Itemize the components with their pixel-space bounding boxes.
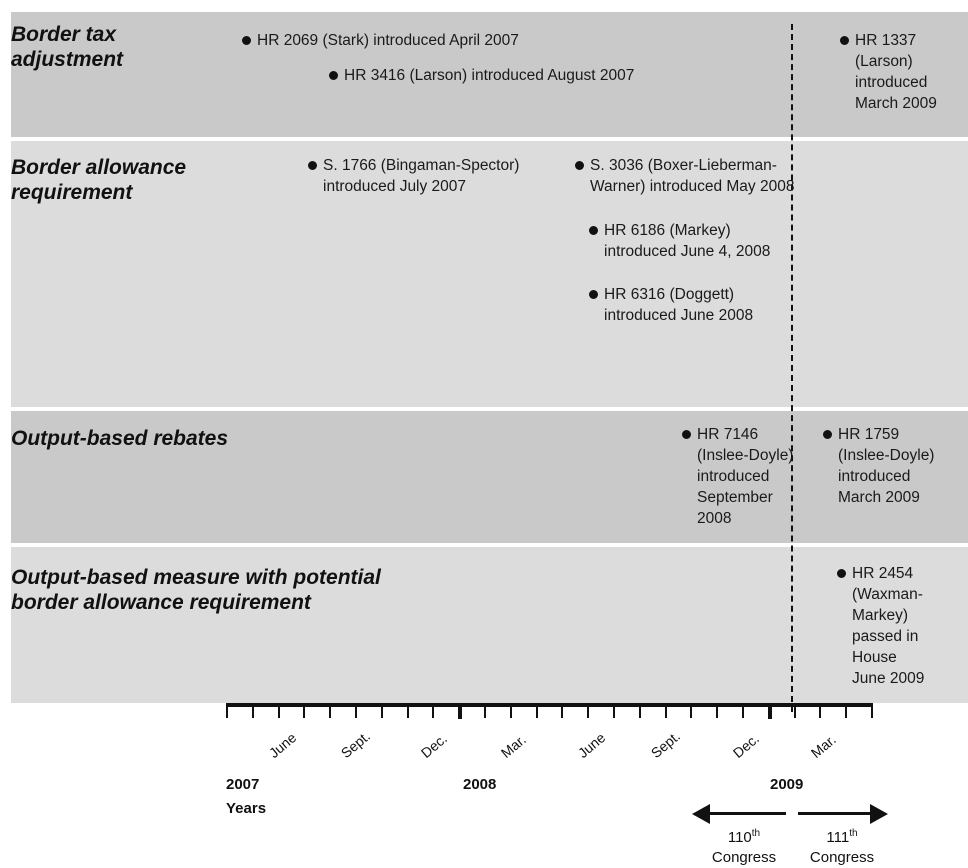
event-hr-6316: HR 6316 (Doggett) introduced June 2008: [588, 286, 754, 324]
month-label: Mar.: [807, 731, 839, 761]
month-label: June: [265, 729, 300, 761]
month-tick: [613, 703, 615, 718]
month-label: June: [574, 729, 609, 761]
month-tick: [484, 703, 486, 718]
band-title-output-based-rebates: Output-based rebates: [11, 427, 229, 450]
month-label: Dec.: [417, 730, 451, 761]
month-tick: [819, 703, 821, 718]
month-tick: [432, 703, 434, 718]
month-tick: [536, 703, 538, 718]
congress-divider-line: [791, 24, 793, 712]
event-s-3036: S. 3036 (Boxer-Lieberman- Warner) introd…: [574, 157, 795, 195]
month-label: Sept.: [337, 727, 374, 761]
arrow-left-icon: [692, 804, 710, 824]
month-tick: [716, 703, 718, 718]
band-title-output-based-measure: Output-based measure with potential bord…: [11, 566, 381, 614]
month-label: Dec.: [729, 730, 763, 761]
month-tick: [329, 703, 331, 718]
event-s-1766: S. 1766 (Bingaman-Spector) introduced Ju…: [307, 157, 520, 195]
congress-110-word: Congress: [711, 849, 777, 866]
congress-110-number: 110: [727, 829, 752, 846]
month-tick: [510, 703, 512, 718]
month-tick: [587, 703, 589, 718]
year-label: 2008: [463, 776, 497, 793]
event-hr-3416: HR 3416 (Larson) introduced August 2007: [328, 67, 635, 84]
congress-111-label: 111th Congress: [796, 824, 888, 868]
month-tick: [690, 703, 692, 718]
month-tick: [639, 703, 641, 718]
month-tick: [252, 703, 254, 718]
congress-110-label: 110th Congress: [698, 824, 790, 868]
event-hr-2069: HR 2069 (Stark) introduced April 2007: [242, 32, 519, 49]
band-output-based-measure: [11, 547, 968, 703]
congress-111-arrow-line: [798, 812, 872, 815]
band-output-based-rebates: [11, 411, 968, 543]
year-tick: [768, 703, 772, 719]
event-hr-2454: HR 2454 (Waxman- Markey) passed in House…: [836, 565, 925, 687]
congress-111-number: 111: [826, 829, 850, 846]
year-tick: [458, 703, 462, 719]
congress-111-word: Congress: [809, 849, 875, 866]
month-tick: [665, 703, 667, 718]
month-tick: [381, 703, 383, 718]
event-hr-7146: HR 7146 (Inslee-Doyle) introduced Septem…: [681, 426, 794, 527]
month-tick: [226, 703, 228, 718]
years-axis-label: Years: [226, 800, 267, 817]
year-label: 2009: [770, 776, 804, 793]
band-border-tax-adjustment: [11, 12, 968, 137]
event-hr-1337: HR 1337 (Larson) introduced March 2009: [840, 32, 937, 112]
event-hr-1759: HR 1759 (Inslee-Doyle) introduced March …: [822, 426, 935, 506]
arrow-right-icon: [870, 804, 888, 824]
timeline-axis: [226, 703, 872, 707]
month-tick: [561, 703, 563, 718]
congress-111-suffix: th: [849, 828, 858, 839]
band-border-allowance-requirement: [11, 141, 968, 407]
month-tick: [742, 703, 744, 718]
month-tick: [871, 703, 873, 718]
month-tick: [303, 703, 305, 718]
band-title-border-tax-adjustment: Border tax adjustment: [11, 23, 124, 71]
month-label: Sept.: [647, 727, 684, 761]
month-label: Mar.: [497, 731, 529, 761]
congress-110-suffix: th: [751, 828, 761, 839]
month-tick: [355, 703, 357, 718]
band-title-border-allowance: Border allowance requirement: [11, 156, 187, 204]
month-tick: [845, 703, 847, 718]
month-tick: [407, 703, 409, 718]
month-tick: [794, 703, 796, 718]
event-hr-6186: HR 6186 (Markey) introduced June 4, 2008: [588, 222, 771, 260]
congress-110-arrow-line: [708, 812, 786, 815]
month-tick: [278, 703, 280, 718]
year-label: 2007: [226, 776, 260, 793]
